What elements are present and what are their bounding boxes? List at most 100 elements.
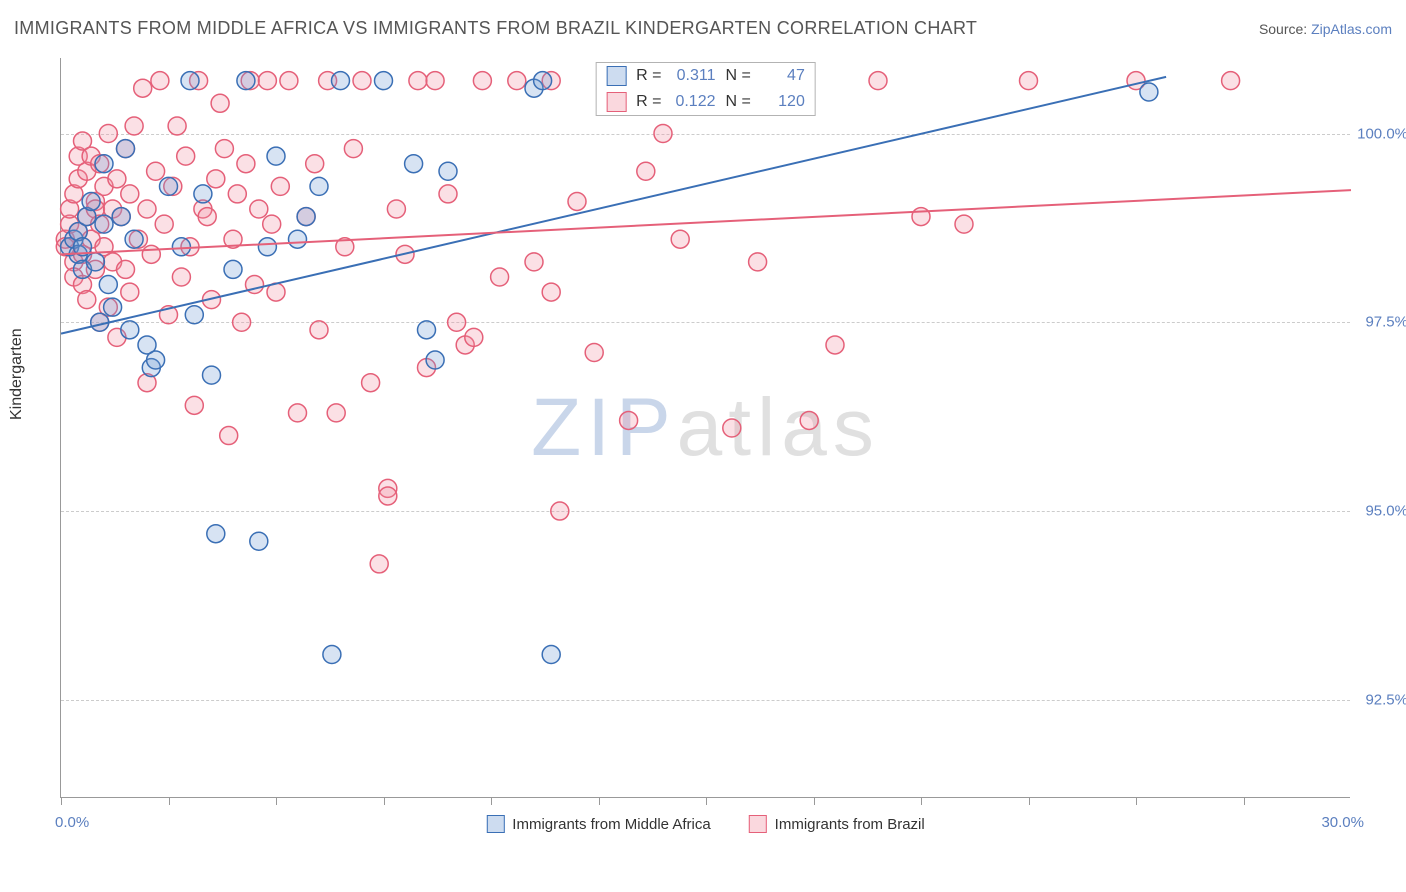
stats-row-a: R = 0.311 N = 47 — [596, 63, 815, 89]
data-point-b — [568, 192, 586, 210]
data-point-a — [99, 276, 117, 294]
data-point-b — [542, 283, 560, 301]
data-point-a — [95, 155, 113, 173]
data-point-a — [203, 366, 221, 384]
data-point-b — [310, 321, 328, 339]
x-tick — [921, 797, 922, 805]
legend-label-b: Immigrants from Brazil — [775, 816, 925, 833]
stats-n-label: N = — [726, 93, 751, 111]
data-point-a — [426, 351, 444, 369]
data-point-a — [310, 177, 328, 195]
x-tick — [169, 797, 170, 805]
data-point-a — [375, 72, 393, 90]
data-point-a — [147, 351, 165, 369]
data-point-a — [439, 162, 457, 180]
data-point-a — [289, 230, 307, 248]
data-point-b — [250, 200, 268, 218]
x-tick — [384, 797, 385, 805]
data-point-b — [551, 502, 569, 520]
data-point-a — [534, 72, 552, 90]
x-tick — [491, 797, 492, 805]
data-point-a — [86, 253, 104, 271]
data-point-a — [194, 185, 212, 203]
data-point-b — [439, 185, 457, 203]
stats-n-b: 120 — [761, 93, 805, 111]
data-point-a — [267, 147, 285, 165]
stats-r-a: 0.311 — [672, 67, 716, 85]
stats-r-label: R = — [636, 67, 661, 85]
bottom-legend: Immigrants from Middle Africa Immigrants… — [486, 815, 924, 833]
source-prefix: Source: — [1259, 21, 1311, 37]
x-tick — [1244, 797, 1245, 805]
data-point-b — [228, 185, 246, 203]
y-tick-label: 100.0% — [1356, 125, 1406, 142]
data-point-a — [112, 208, 130, 226]
data-point-b — [99, 125, 117, 143]
x-tick — [1136, 797, 1137, 805]
x-tick — [61, 797, 62, 805]
stats-swatch-a — [606, 66, 626, 86]
data-point-b — [637, 162, 655, 180]
data-point-b — [620, 411, 638, 429]
data-point-b — [108, 170, 126, 188]
y-tick-label: 92.5% — [1356, 691, 1406, 708]
stats-row-b: R = 0.122 N = 120 — [596, 89, 815, 115]
data-point-a — [542, 646, 560, 664]
legend-item-a: Immigrants from Middle Africa — [486, 815, 710, 833]
data-point-a — [117, 140, 135, 158]
data-point-b — [800, 411, 818, 429]
data-point-b — [237, 155, 255, 173]
data-point-b — [138, 200, 156, 218]
data-point-b — [78, 291, 96, 309]
source-label: Source: ZipAtlas.com — [1259, 21, 1392, 37]
data-point-b — [258, 72, 276, 90]
data-point-b — [147, 162, 165, 180]
data-point-b — [869, 72, 887, 90]
data-point-b — [654, 125, 672, 143]
data-point-b — [155, 215, 173, 233]
x-tick — [706, 797, 707, 805]
data-point-a — [185, 306, 203, 324]
data-point-b — [955, 215, 973, 233]
data-point-b — [151, 72, 169, 90]
data-point-b — [379, 487, 397, 505]
stats-box: R = 0.311 N = 47 R = 0.122 N = 120 — [595, 62, 816, 116]
data-point-a — [224, 260, 242, 278]
y-tick-label: 95.0% — [1356, 503, 1406, 520]
data-point-b — [585, 343, 603, 361]
data-point-b — [185, 396, 203, 414]
x-tick — [599, 797, 600, 805]
data-point-b — [215, 140, 233, 158]
data-point-a — [332, 72, 350, 90]
data-point-b — [327, 404, 345, 422]
data-point-b — [125, 117, 143, 135]
data-point-a — [405, 155, 423, 173]
data-point-b — [134, 79, 152, 97]
data-point-b — [280, 72, 298, 90]
legend-swatch-b — [749, 815, 767, 833]
stats-r-b: 0.122 — [672, 93, 716, 111]
data-point-b — [465, 328, 483, 346]
x-tick — [1029, 797, 1030, 805]
source-link[interactable]: ZipAtlas.com — [1311, 21, 1392, 37]
data-point-b — [426, 72, 444, 90]
data-point-b — [177, 147, 195, 165]
chart-title: IMMIGRANTS FROM MIDDLE AFRICA VS IMMIGRA… — [14, 18, 977, 39]
data-point-b — [344, 140, 362, 158]
legend-label-a: Immigrants from Middle Africa — [512, 816, 710, 833]
data-point-b — [1222, 72, 1240, 90]
stats-n-a: 47 — [761, 67, 805, 85]
data-point-a — [258, 238, 276, 256]
stats-n-label: N = — [726, 67, 751, 85]
data-point-b — [508, 72, 526, 90]
data-point-a — [104, 298, 122, 316]
data-point-b — [117, 260, 135, 278]
chart-header: IMMIGRANTS FROM MIDDLE AFRICA VS IMMIGRA… — [14, 18, 1392, 39]
data-point-b — [121, 283, 139, 301]
data-point-a — [418, 321, 436, 339]
legend-item-b: Immigrants from Brazil — [749, 815, 925, 833]
data-point-b — [448, 313, 466, 331]
data-point-b — [207, 170, 225, 188]
data-point-a — [181, 72, 199, 90]
data-point-a — [121, 321, 139, 339]
